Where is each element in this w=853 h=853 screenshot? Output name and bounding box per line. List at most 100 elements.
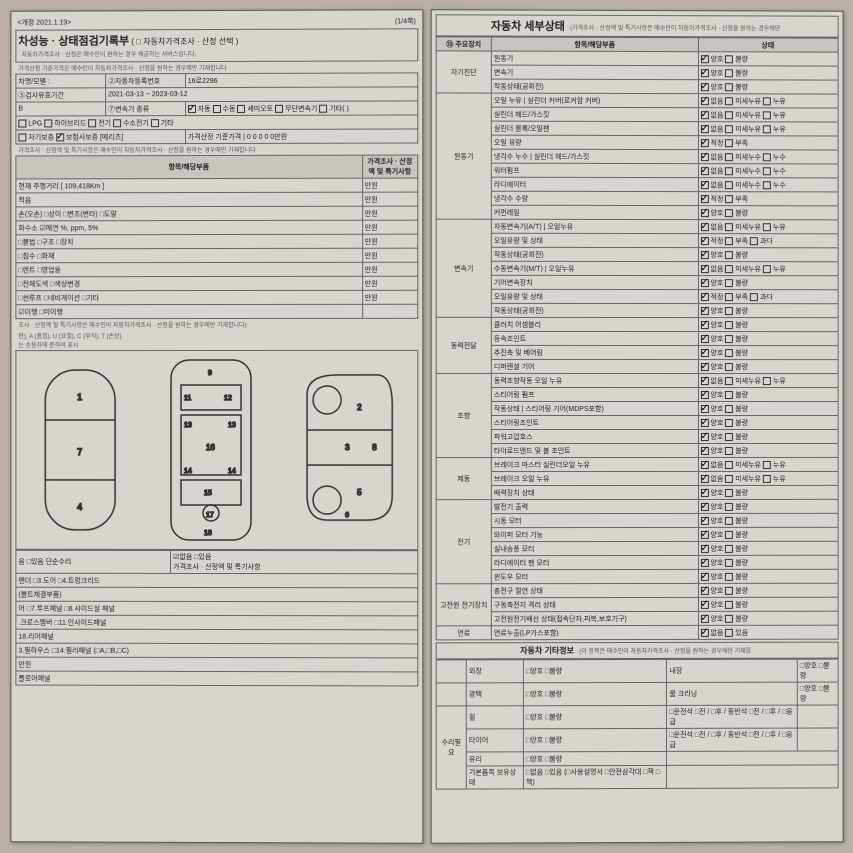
checkbox[interactable] — [725, 83, 733, 91]
checkbox[interactable] — [700, 153, 708, 161]
checkbox[interactable] — [700, 517, 708, 525]
checkbox[interactable] — [700, 545, 708, 553]
checkbox[interactable] — [762, 475, 770, 483]
checkbox[interactable] — [700, 629, 708, 637]
checkbox[interactable] — [700, 125, 708, 133]
checkbox[interactable] — [725, 167, 733, 175]
checkbox[interactable] — [700, 419, 708, 427]
checkbox[interactable] — [725, 391, 733, 399]
checkbox[interactable] — [725, 139, 733, 147]
checkbox[interactable] — [700, 461, 708, 469]
checkbox[interactable] — [762, 377, 770, 385]
checkbox[interactable] — [725, 223, 733, 231]
checkbox[interactable] — [725, 489, 733, 497]
checkbox[interactable] — [725, 517, 733, 525]
checkbox[interactable] — [725, 321, 733, 329]
checkbox[interactable] — [725, 503, 733, 511]
checkbox[interactable] — [725, 461, 733, 469]
checkbox[interactable] — [700, 195, 708, 203]
checkbox[interactable] — [725, 69, 733, 77]
checkbox[interactable] — [700, 447, 708, 455]
checkbox[interactable] — [700, 223, 708, 231]
checkbox[interactable] — [725, 97, 733, 105]
checkbox[interactable] — [44, 119, 52, 127]
checkbox[interactable] — [762, 265, 770, 273]
checkbox[interactable] — [700, 265, 708, 273]
checkbox[interactable] — [88, 119, 96, 127]
checkbox[interactable] — [762, 111, 770, 119]
checkbox[interactable] — [725, 433, 733, 441]
checkbox[interactable] — [750, 293, 758, 301]
checkbox[interactable] — [725, 628, 733, 636]
checkbox[interactable] — [725, 475, 733, 483]
checkbox[interactable] — [237, 105, 245, 113]
checkbox[interactable] — [700, 587, 708, 595]
checkbox[interactable] — [762, 125, 770, 133]
checkbox[interactable] — [700, 55, 708, 63]
checkbox[interactable] — [725, 237, 733, 245]
checkbox[interactable] — [725, 531, 733, 539]
checkbox[interactable] — [700, 503, 708, 511]
checkbox[interactable] — [700, 139, 708, 147]
checkbox[interactable] — [700, 573, 708, 581]
checkbox[interactable] — [762, 97, 770, 105]
checkbox[interactable] — [700, 475, 708, 483]
checkbox[interactable] — [700, 97, 708, 105]
checkbox[interactable] — [700, 111, 708, 119]
checkbox[interactable] — [762, 223, 770, 231]
checkbox[interactable] — [700, 307, 708, 315]
checkbox[interactable] — [725, 125, 733, 133]
checkbox[interactable] — [750, 237, 758, 245]
checkbox[interactable] — [725, 181, 733, 189]
checkbox[interactable] — [700, 531, 708, 539]
checkbox[interactable] — [700, 559, 708, 567]
checkbox[interactable] — [700, 391, 708, 399]
checkbox[interactable] — [762, 153, 770, 161]
checkbox[interactable] — [700, 251, 708, 259]
checkbox[interactable] — [700, 83, 708, 91]
checkbox[interactable] — [18, 119, 26, 127]
checkbox[interactable] — [275, 104, 283, 112]
checkbox[interactable] — [319, 104, 327, 112]
checkbox[interactable] — [700, 237, 708, 245]
checkbox[interactable] — [56, 133, 64, 141]
checkbox[interactable] — [700, 181, 708, 189]
checkbox[interactable] — [725, 363, 733, 371]
checkbox[interactable] — [725, 573, 733, 581]
checkbox[interactable] — [725, 195, 733, 203]
checkbox[interactable] — [700, 349, 708, 357]
checkbox[interactable] — [725, 377, 733, 385]
checkbox[interactable] — [725, 307, 733, 315]
checkbox[interactable] — [700, 293, 708, 301]
checkbox[interactable] — [725, 447, 733, 455]
checkbox[interactable] — [725, 251, 733, 259]
checkbox[interactable] — [700, 321, 708, 329]
checkbox[interactable] — [725, 601, 733, 609]
checkbox[interactable] — [725, 55, 733, 63]
checkbox[interactable] — [113, 119, 121, 127]
checkbox[interactable] — [725, 419, 733, 427]
checkbox[interactable] — [725, 349, 733, 357]
checkbox[interactable] — [725, 279, 733, 287]
checkbox[interactable] — [188, 105, 196, 113]
checkbox[interactable] — [18, 133, 26, 141]
checkbox[interactable] — [700, 363, 708, 371]
checkbox[interactable] — [151, 119, 159, 127]
checkbox[interactable] — [700, 209, 708, 217]
checkbox[interactable] — [725, 335, 733, 343]
checkbox[interactable] — [725, 209, 733, 217]
checkbox[interactable] — [700, 377, 708, 385]
checkbox[interactable] — [700, 615, 708, 623]
checkbox[interactable] — [213, 105, 221, 113]
checkbox[interactable] — [700, 335, 708, 343]
checkbox[interactable] — [700, 601, 708, 609]
checkbox[interactable] — [725, 545, 733, 553]
checkbox[interactable] — [762, 461, 770, 469]
checkbox[interactable] — [725, 614, 733, 622]
checkbox[interactable] — [725, 587, 733, 595]
checkbox[interactable] — [725, 153, 733, 161]
checkbox[interactable] — [725, 293, 733, 301]
checkbox[interactable] — [725, 405, 733, 413]
checkbox[interactable] — [700, 69, 708, 77]
checkbox[interactable] — [700, 405, 708, 413]
